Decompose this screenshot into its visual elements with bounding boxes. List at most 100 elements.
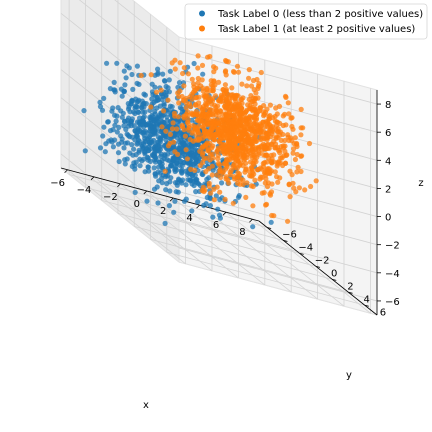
data-point bbox=[199, 152, 206, 158]
data-point bbox=[97, 104, 104, 110]
data-point bbox=[112, 87, 118, 93]
data-point bbox=[152, 84, 158, 90]
data-point bbox=[206, 175, 212, 181]
z-axis-label: z bbox=[418, 178, 423, 189]
data-point bbox=[153, 130, 159, 136]
data-point bbox=[223, 127, 229, 133]
data-point bbox=[261, 129, 267, 135]
data-point bbox=[154, 120, 160, 126]
data-point bbox=[167, 188, 173, 194]
data-point bbox=[302, 187, 308, 193]
data-point bbox=[240, 146, 246, 152]
data-point bbox=[214, 148, 221, 154]
data-point bbox=[230, 163, 236, 169]
data-point bbox=[217, 168, 223, 174]
data-point bbox=[195, 53, 201, 59]
data-point bbox=[224, 162, 230, 168]
data-point bbox=[243, 194, 249, 200]
data-point bbox=[135, 98, 141, 104]
grid-line-z bbox=[78, 0, 180, 80]
data-point bbox=[116, 158, 122, 165]
data-point bbox=[244, 83, 250, 89]
grid-line-y bbox=[69, 174, 268, 228]
data-point bbox=[264, 152, 270, 158]
data-point bbox=[82, 148, 88, 154]
data-point bbox=[114, 113, 120, 119]
data-point bbox=[101, 95, 107, 101]
data-point bbox=[176, 80, 183, 86]
data-point bbox=[264, 159, 270, 165]
data-point bbox=[215, 120, 222, 126]
data-point bbox=[202, 144, 208, 150]
data-point bbox=[162, 78, 168, 84]
grid-line-y bbox=[117, 212, 317, 267]
data-point bbox=[287, 194, 293, 200]
data-point bbox=[294, 169, 300, 175]
data-point bbox=[115, 105, 121, 111]
y-tick-label: 4 bbox=[364, 294, 370, 305]
data-point bbox=[253, 138, 260, 144]
data-point bbox=[244, 180, 250, 186]
data-point bbox=[209, 119, 216, 126]
data-point bbox=[203, 201, 209, 207]
data-point bbox=[120, 110, 126, 116]
data-point bbox=[228, 167, 234, 173]
data-point bbox=[176, 100, 182, 106]
data-point bbox=[190, 123, 196, 129]
data-point bbox=[243, 109, 249, 115]
data-point bbox=[195, 199, 201, 205]
data-point bbox=[136, 81, 142, 87]
data-point bbox=[286, 111, 292, 117]
data-point bbox=[146, 144, 152, 150]
data-point bbox=[206, 112, 212, 119]
data-point bbox=[181, 115, 187, 121]
data-point bbox=[192, 148, 198, 154]
data-point bbox=[167, 179, 173, 185]
data-point bbox=[168, 163, 174, 169]
grid-line-z bbox=[114, 0, 180, 52]
data-point bbox=[250, 203, 256, 209]
data-point bbox=[172, 168, 178, 175]
data-point bbox=[167, 68, 173, 74]
data-point bbox=[184, 156, 190, 162]
data-point bbox=[113, 118, 119, 124]
data-point bbox=[261, 190, 267, 196]
data-point bbox=[203, 93, 209, 99]
data-point bbox=[104, 60, 110, 66]
grid-line-y bbox=[134, 225, 333, 280]
data-point bbox=[183, 168, 189, 174]
data-point bbox=[107, 128, 114, 134]
data-point bbox=[277, 132, 283, 138]
data-point bbox=[248, 147, 254, 153]
data-point bbox=[225, 59, 231, 65]
data-point bbox=[144, 130, 150, 136]
data-point bbox=[248, 140, 254, 147]
data-point bbox=[274, 111, 280, 117]
y-tick-label: 6 bbox=[380, 307, 386, 318]
data-point bbox=[269, 212, 275, 219]
data-point bbox=[223, 174, 229, 180]
data-point bbox=[115, 150, 122, 156]
data-point bbox=[180, 70, 186, 77]
data-point bbox=[153, 89, 160, 95]
z-tick-label: 0 bbox=[385, 213, 391, 224]
data-point bbox=[156, 164, 162, 170]
data-point bbox=[141, 118, 147, 125]
data-point bbox=[272, 169, 278, 175]
data-point bbox=[166, 89, 172, 95]
data-point bbox=[176, 139, 182, 145]
data-point bbox=[284, 152, 290, 158]
data-point bbox=[149, 112, 155, 118]
data-point bbox=[194, 95, 200, 101]
data-point bbox=[229, 85, 235, 91]
data-point bbox=[195, 75, 201, 82]
data-point bbox=[211, 197, 217, 203]
data-point bbox=[215, 127, 221, 133]
y-tick-label: 0 bbox=[331, 268, 337, 279]
data-point bbox=[210, 214, 216, 220]
data-point bbox=[215, 160, 222, 166]
data-point bbox=[251, 162, 257, 168]
data-point bbox=[245, 102, 251, 108]
data-point bbox=[174, 126, 180, 132]
data-point bbox=[152, 154, 158, 160]
